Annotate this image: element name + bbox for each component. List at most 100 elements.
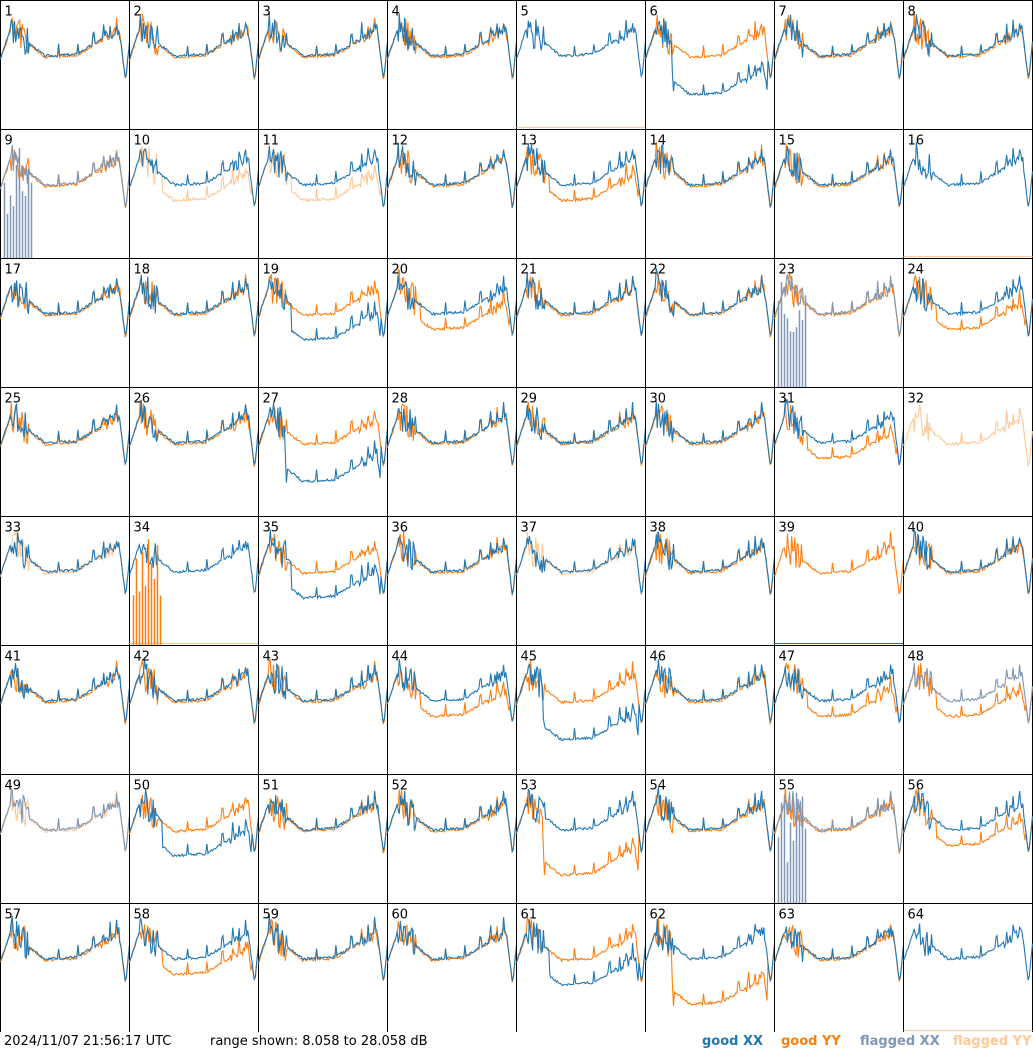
panel-10: 10 [129, 129, 260, 259]
panel-12: 12 [386, 129, 518, 259]
series-xx [387, 659, 518, 722]
panel-2: 2 [128, 0, 260, 130]
panel-13: 13 [515, 129, 647, 259]
panel-60: 60 [386, 903, 518, 1032]
panel-25: 25 [0, 387, 131, 517]
panel-54: 54 [644, 774, 776, 904]
series-yy [773, 531, 905, 595]
series-xx [257, 662, 389, 724]
series-xx [516, 19, 647, 78]
panel-border [774, 903, 904, 1032]
series-yy [128, 13, 260, 80]
panel-8: 8 [902, 0, 1033, 130]
series-xx [128, 16, 260, 79]
panel-63: 63 [773, 903, 905, 1032]
panel-border [387, 0, 517, 130]
timestamp: 2024/11/07 21:56:17 UTC [4, 1034, 172, 1049]
panel-43: 43 [257, 645, 389, 775]
panel-3: 3 [257, 0, 389, 130]
panel-label: 15 [779, 134, 796, 149]
series-xx [516, 536, 647, 595]
series-xx [515, 142, 647, 206]
panel-16: 16 [903, 129, 1033, 259]
panel-border [903, 258, 1033, 388]
series-xx [515, 788, 647, 853]
series-xx [129, 399, 260, 465]
panel-border [516, 258, 646, 388]
panel-29: 29 [515, 387, 647, 517]
panel-border [645, 129, 775, 259]
panel-label: 58 [134, 908, 151, 923]
series-xx [773, 397, 905, 466]
series-yy [128, 924, 260, 982]
series-yy [129, 399, 260, 467]
panel-label: 59 [263, 908, 280, 923]
legend-good-yy: good YY [781, 1034, 841, 1049]
panel-border [387, 774, 517, 904]
panel-31: 31 [773, 387, 905, 517]
panel-border [258, 0, 388, 130]
panel-40: 40 [902, 516, 1033, 646]
series-xx [773, 664, 905, 724]
panel-border [129, 0, 259, 130]
range-readout: range shown: 8.058 to 28.058 dB [210, 1034, 428, 1049]
panel-border [0, 387, 130, 517]
series-yy [0, 280, 131, 338]
panel-23: 23 [773, 258, 905, 388]
panel-border [387, 129, 517, 259]
panel-label: 52 [392, 779, 409, 794]
panel-border [516, 387, 646, 517]
series-xx [128, 274, 260, 336]
panel-label: 4 [392, 5, 400, 20]
panel-label: 37 [521, 521, 538, 536]
series-yy [902, 533, 1033, 595]
series-yy [645, 273, 776, 338]
panel-59: 59 [257, 903, 389, 1032]
series-yy [0, 403, 131, 465]
panel-label: 23 [779, 263, 796, 278]
series-yy [128, 794, 260, 853]
series-yy [515, 915, 647, 983]
panel-label: 54 [650, 779, 667, 794]
panel-label: 48 [908, 650, 925, 665]
panel-49: 49 [0, 774, 131, 904]
series-xx [0, 662, 131, 723]
series-xx [258, 790, 389, 853]
panel-label: 22 [650, 263, 667, 278]
panel-34: 34 [128, 516, 260, 646]
series-xx [644, 531, 776, 594]
panel-label: 29 [521, 392, 538, 407]
series-yy [386, 267, 518, 335]
panel-37: 37 [516, 516, 647, 646]
series-xx [902, 662, 1033, 724]
series-yy [902, 273, 1033, 337]
series-yy [774, 924, 905, 983]
series-xx [0, 788, 131, 851]
panel-label: 55 [779, 779, 796, 794]
panel-label: 28 [392, 392, 409, 407]
series-xx [386, 275, 518, 337]
panel-5: 5 [516, 0, 647, 130]
panel-14: 14 [644, 129, 776, 259]
series-yy [258, 407, 389, 467]
series-xx [128, 659, 260, 724]
panel-28: 28 [386, 387, 518, 517]
series-xx [386, 917, 518, 982]
series-xx [644, 18, 776, 96]
panel-label: 64 [908, 908, 925, 923]
series-xx [902, 923, 1033, 981]
panel-border [387, 645, 517, 775]
series-xx [515, 401, 647, 464]
panel-18: 18 [128, 258, 260, 388]
panel-42: 42 [128, 645, 260, 775]
series-xx [0, 278, 131, 336]
series-xx [773, 926, 905, 981]
series-xx [515, 663, 647, 741]
panel-border [129, 387, 259, 517]
panel-label: 46 [650, 650, 667, 665]
series-xx [773, 146, 905, 208]
panel-17: 17 [0, 258, 131, 388]
series-yy [644, 795, 776, 852]
panel-15: 15 [773, 129, 905, 259]
